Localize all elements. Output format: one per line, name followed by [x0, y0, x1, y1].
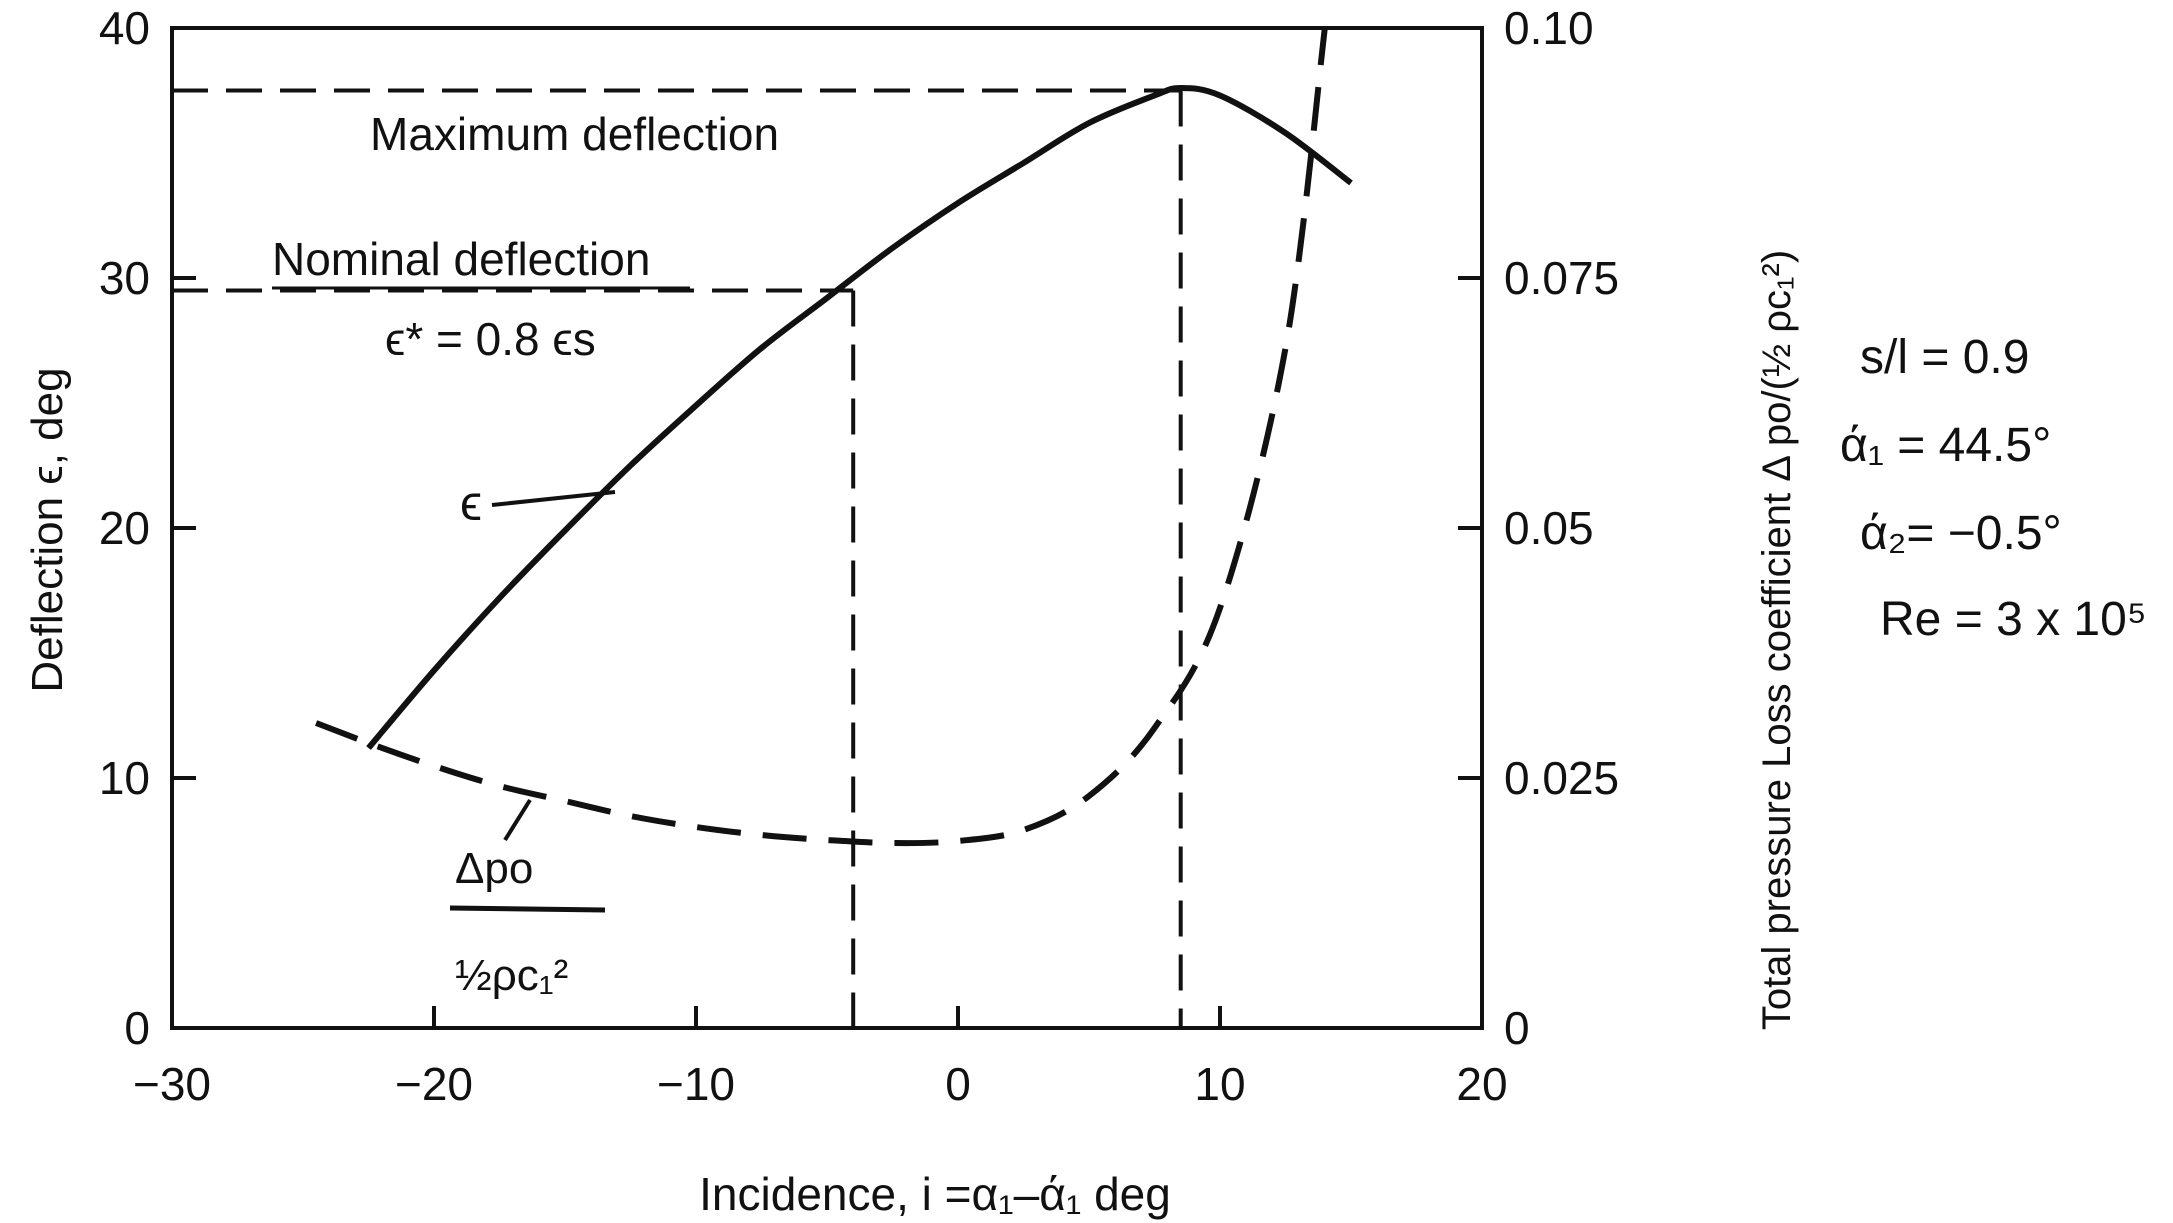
- x-tick-label: 0: [945, 1058, 971, 1110]
- loss-label-denominator: ½ρc₁²: [455, 951, 568, 1000]
- x-axis-label: Incidence, i =α₁–ά₁ deg: [699, 1168, 1171, 1220]
- loss-label-numerator: Δpo: [455, 844, 533, 893]
- nominal-deflection-formula: ϵ* = 0.8 ϵs: [385, 313, 596, 365]
- right-tick-label: 0.025: [1504, 752, 1619, 804]
- param-inlet-angle: ά₁ = 44.5°: [1840, 419, 2052, 472]
- left-tick-label: 10: [99, 752, 150, 804]
- right-axis-label: Total pressure Loss coefficient Δ po/(½ …: [1755, 250, 1799, 1030]
- left-tick-label: 0: [124, 1002, 150, 1054]
- right-tick-label: 0.10: [1504, 2, 1594, 54]
- left-axis-ticks: 0 10 20 30 40: [99, 2, 196, 1054]
- param-outlet-angle: ά₂= −0.5°: [1860, 507, 2062, 560]
- loss-label-fraction-bar: [449, 905, 606, 913]
- left-tick-label: 20: [99, 502, 150, 554]
- loss-label-pointer: [503, 798, 532, 842]
- series-group: [315, 27, 1353, 847]
- left-axis-label: Deflection ϵ, deg: [23, 367, 72, 692]
- x-axis-ticks: −30 −20 −10 0 10 20: [133, 1006, 1508, 1110]
- nominal-deflection-label: Nominal deflection: [272, 233, 650, 285]
- x-tick-label: 10: [1194, 1058, 1245, 1110]
- left-tick-label: 40: [99, 2, 150, 54]
- maximum-deflection-label: Maximum deflection: [370, 108, 779, 160]
- param-pitch-chord: s/l = 0.9: [1860, 331, 2030, 384]
- x-tick-label: −20: [395, 1058, 473, 1110]
- epsilon-curve-label: ϵ: [460, 475, 482, 531]
- deflection-curve: [366, 84, 1353, 750]
- right-tick-label: 0.075: [1504, 252, 1619, 304]
- annotations: Maximum deflection Nominal deflection ϵ* =…: [272, 108, 779, 1000]
- reference-lines: [172, 88, 1183, 1028]
- right-axis-ticks: 0 0.025 0.05 0.075 0.10: [1458, 2, 1619, 1054]
- param-reynolds: Re = 3 x 10⁵: [1880, 593, 2147, 646]
- right-tick-label: 0.05: [1504, 502, 1594, 554]
- x-tick-label: −30: [133, 1058, 211, 1110]
- right-tick-label: 0: [1504, 1002, 1530, 1054]
- x-tick-label: 20: [1456, 1058, 1507, 1110]
- left-tick-label: 30: [99, 252, 150, 304]
- epsilon-pointer: [491, 490, 616, 507]
- x-tick-label: −10: [657, 1058, 735, 1110]
- plot-frame: [170, 26, 1484, 1030]
